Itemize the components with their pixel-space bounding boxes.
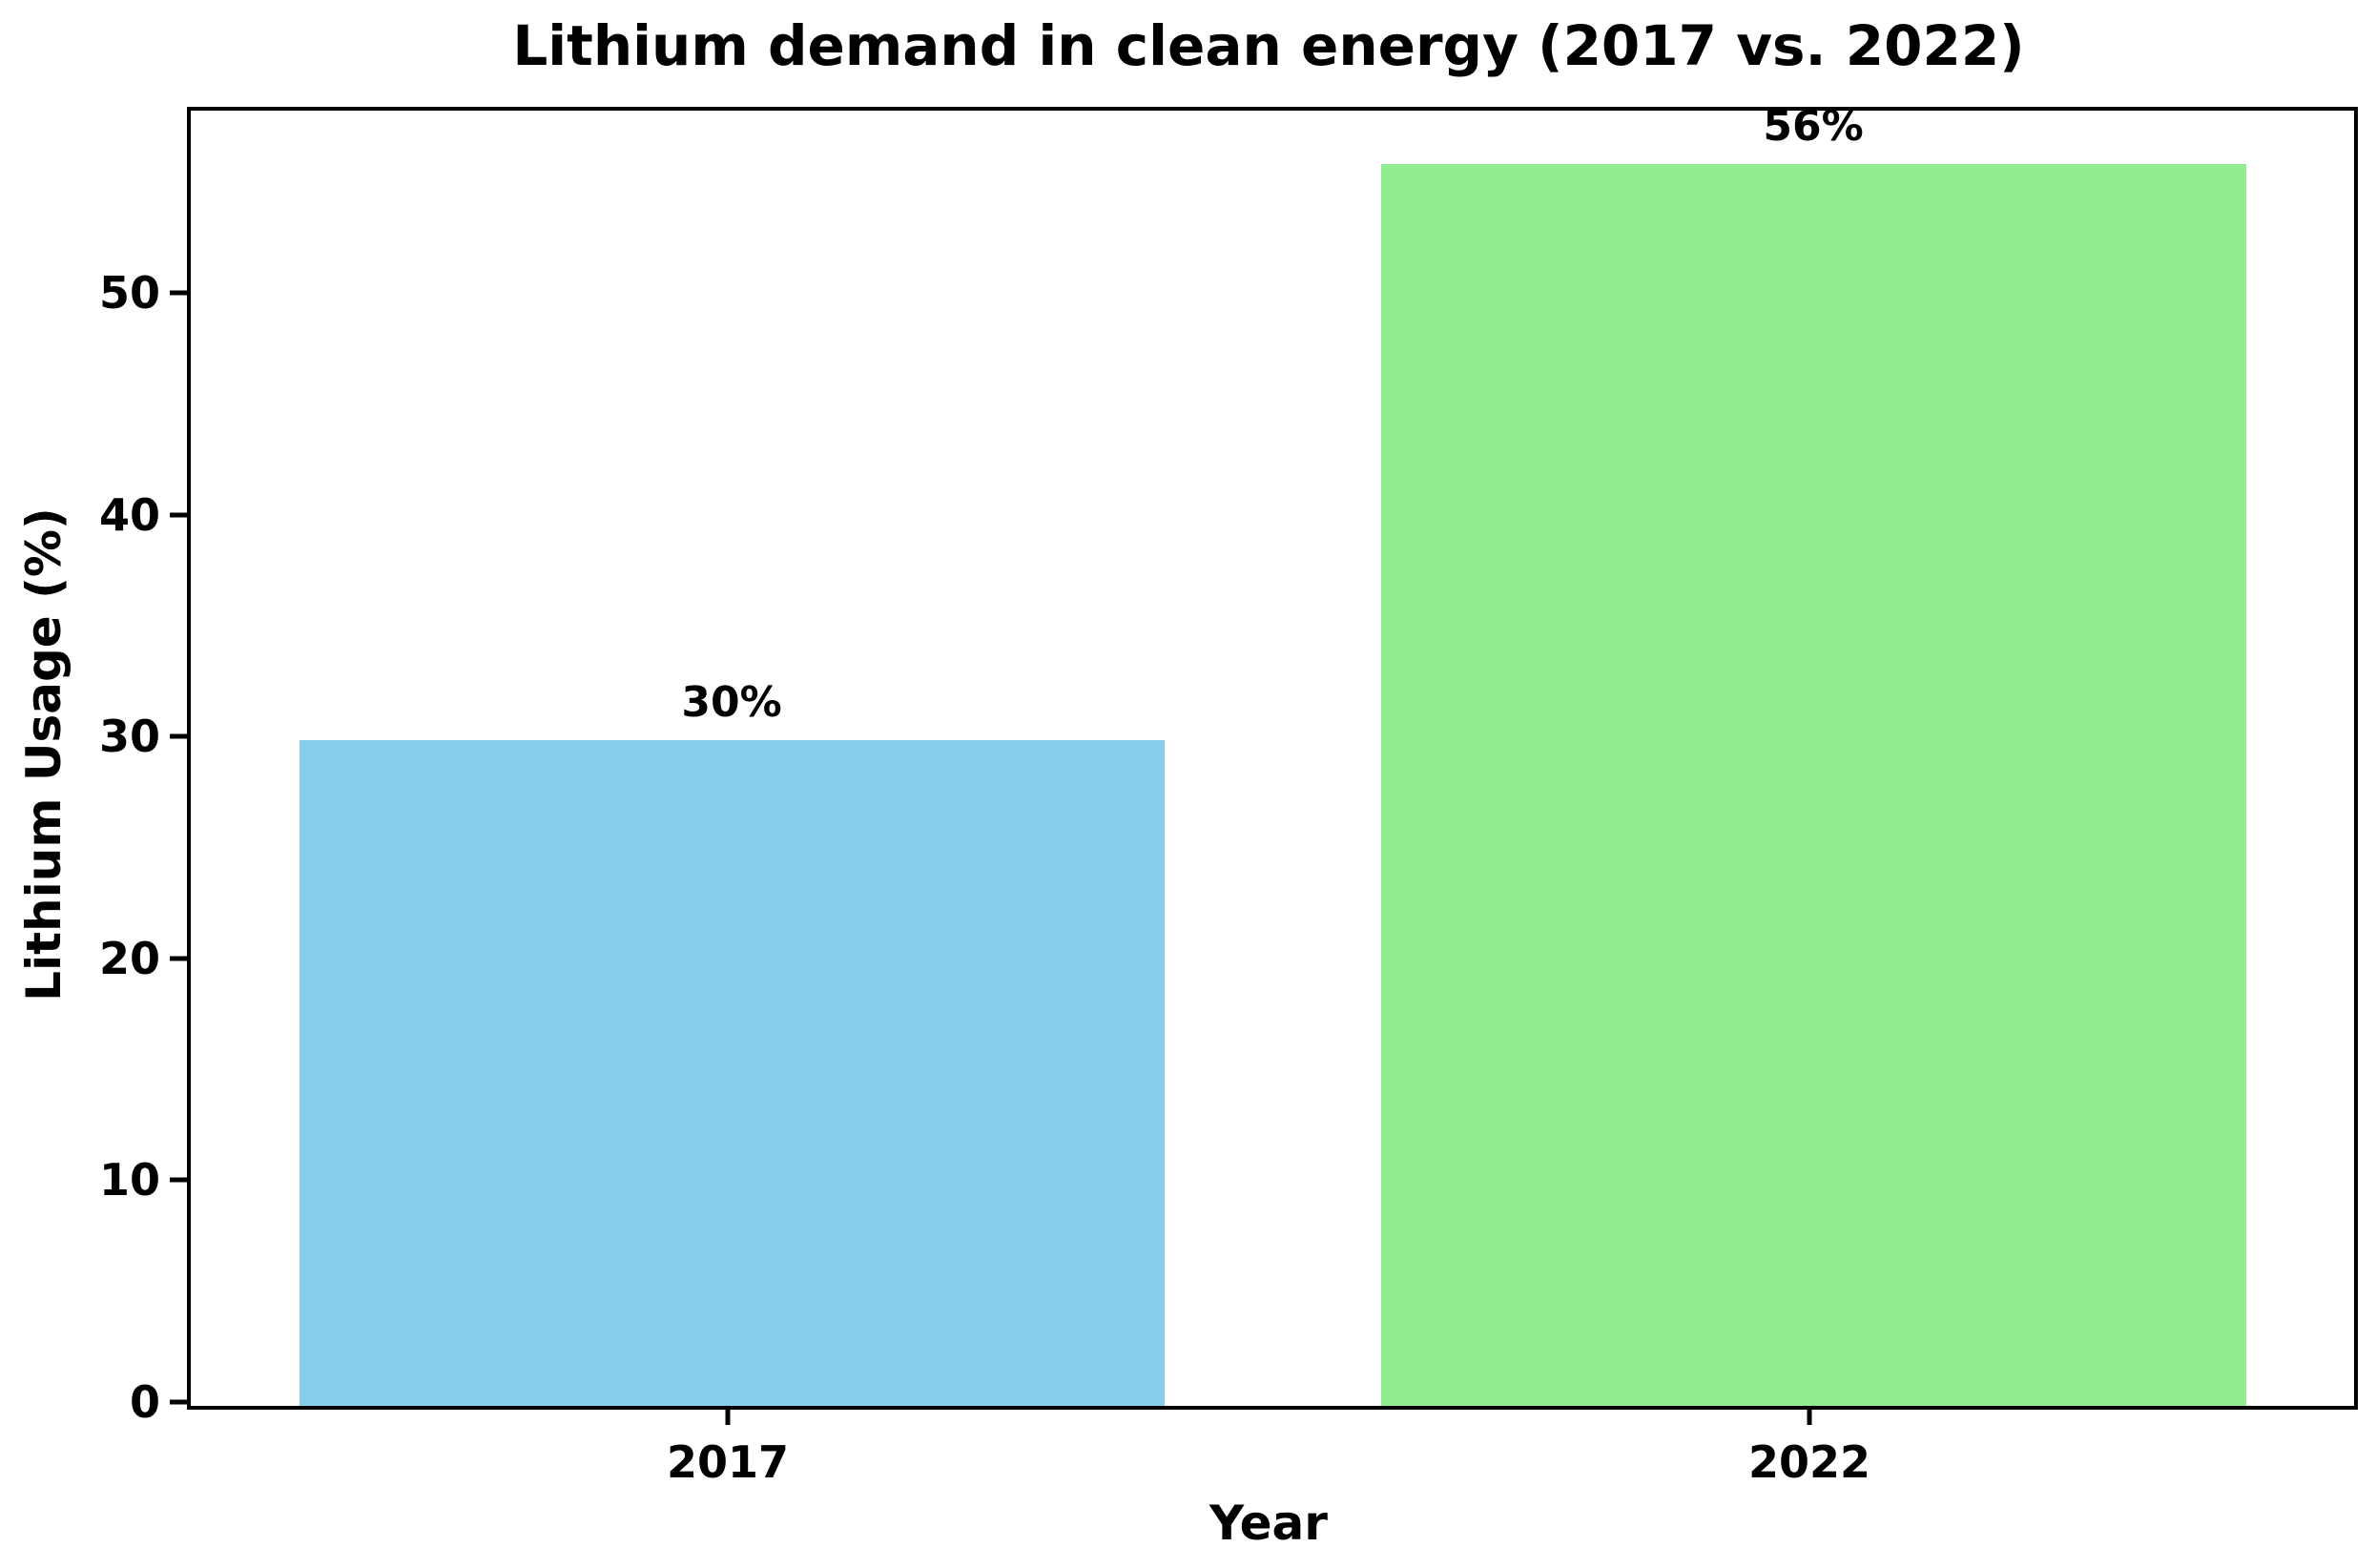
y-tick-label-30: 30 [98,711,160,762]
y-tick-mark-20 [170,956,187,961]
y-tick-label-0: 0 [129,1376,160,1428]
x-axis-label: Year [1209,1496,1328,1551]
x-tick-mark-2022 [1807,1406,1812,1425]
y-tick-mark-10 [170,1177,187,1183]
y-tick-mark-0 [170,1399,187,1405]
y-tick-label-50: 50 [98,267,160,319]
chart-title: Lithium demand in clean energy (2017 vs.… [512,13,2025,78]
bar-2017 [300,740,1165,1406]
x-tick-mark-2017 [725,1406,731,1425]
bar-value-label-2017: 30% [681,678,782,727]
y-tick-label-10: 10 [98,1154,160,1206]
y-tick-mark-50 [170,290,187,296]
plot-area: 30% 56% [187,102,2358,1410]
bar-2022 [1381,164,2246,1406]
x-tick-label-2022: 2022 [1747,1436,1871,1488]
y-tick-label-40: 40 [98,489,160,541]
y-tick-mark-30 [170,733,187,739]
x-tick-label-2017: 2017 [666,1436,790,1488]
y-tick-label-20: 20 [98,933,160,984]
y-tick-mark-40 [170,512,187,518]
bar-value-label-2022: 56% [1763,102,1864,151]
